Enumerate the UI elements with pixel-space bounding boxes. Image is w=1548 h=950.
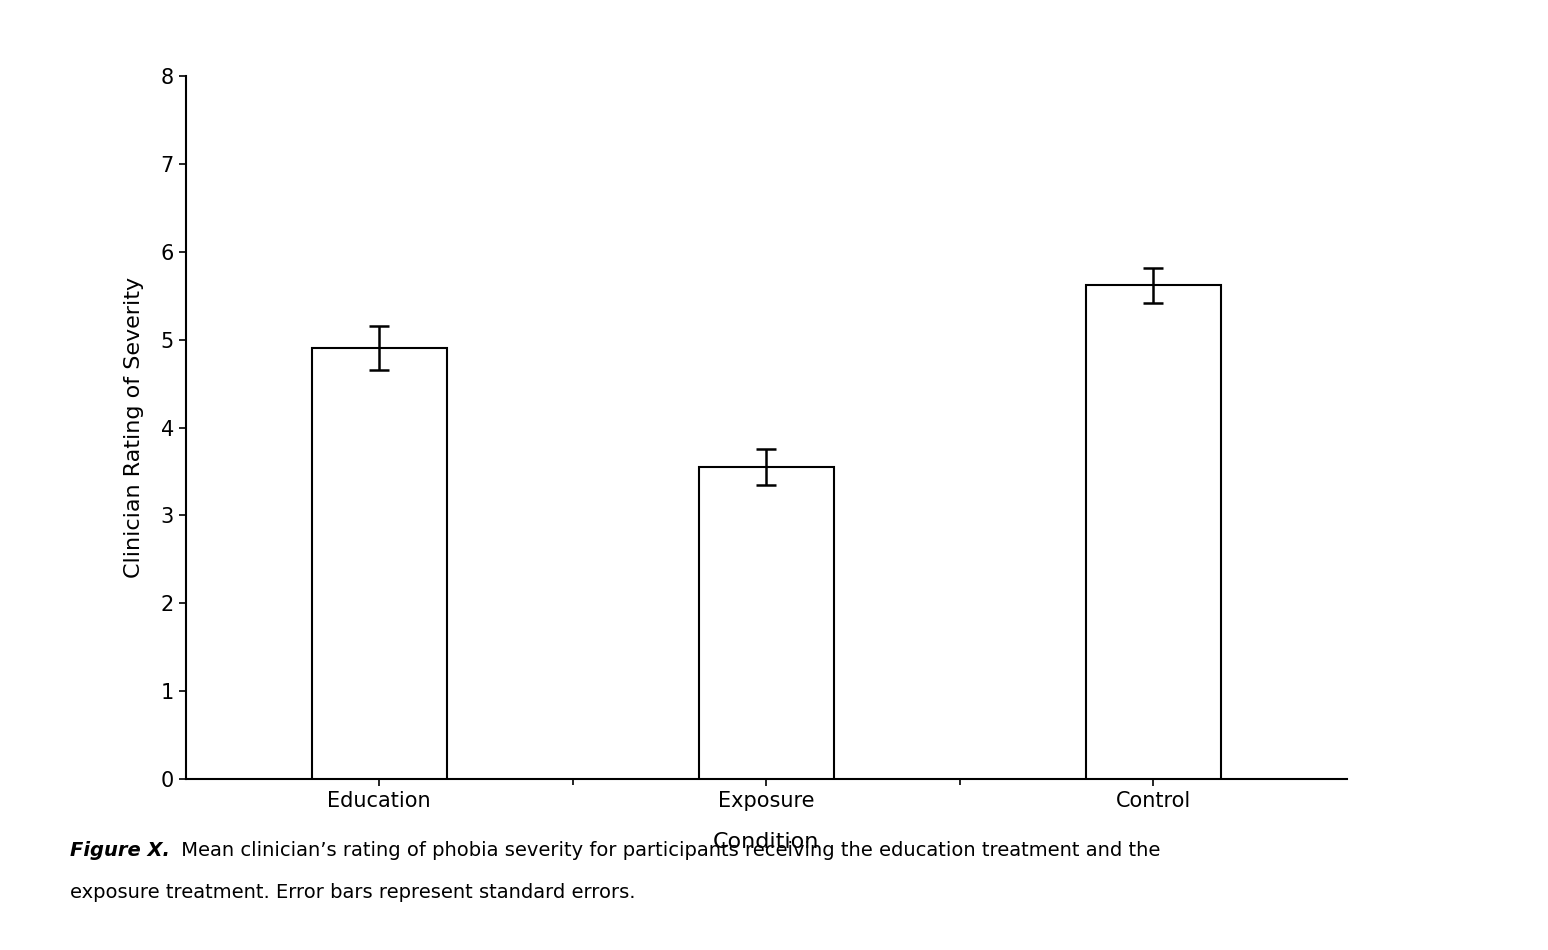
X-axis label: Condition: Condition bbox=[714, 831, 819, 851]
Bar bbox=[311, 349, 447, 779]
Text: exposure treatment. Error bars represent standard errors.: exposure treatment. Error bars represent… bbox=[70, 884, 635, 902]
Bar bbox=[1085, 285, 1221, 779]
Y-axis label: Clinician Rating of Severity: Clinician Rating of Severity bbox=[124, 277, 144, 578]
Text: Mean clinician’s rating of phobia severity for participants receiving the educat: Mean clinician’s rating of phobia severi… bbox=[175, 841, 1161, 860]
Bar bbox=[698, 467, 834, 779]
Text: Figure X.: Figure X. bbox=[70, 841, 170, 860]
